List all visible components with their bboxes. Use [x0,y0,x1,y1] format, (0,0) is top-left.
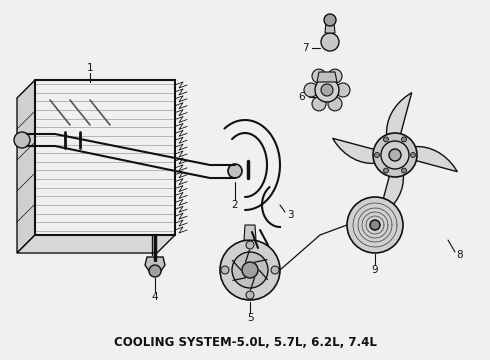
Circle shape [411,153,416,158]
Circle shape [228,164,242,178]
Text: 7: 7 [302,43,308,53]
Circle shape [221,266,229,274]
Circle shape [384,137,389,142]
Polygon shape [317,72,337,82]
Circle shape [381,141,409,169]
Circle shape [324,14,336,26]
Circle shape [328,69,342,83]
Polygon shape [412,147,457,172]
Polygon shape [387,93,412,138]
Circle shape [220,240,280,300]
Polygon shape [378,172,403,217]
Polygon shape [333,138,378,163]
Circle shape [246,291,254,299]
Circle shape [271,266,279,274]
Polygon shape [325,22,335,33]
Text: 5: 5 [246,313,253,323]
Polygon shape [17,80,35,253]
Circle shape [232,252,268,288]
Text: 1: 1 [87,63,93,73]
Circle shape [242,262,258,278]
Circle shape [14,132,30,148]
Polygon shape [35,80,175,235]
Circle shape [149,265,161,277]
Polygon shape [17,235,175,253]
Circle shape [401,168,407,173]
Circle shape [401,137,407,142]
Polygon shape [145,257,165,271]
Circle shape [328,97,342,111]
Text: COOLING SYSTEM-5.0L, 5.7L, 6.2L, 7.4L: COOLING SYSTEM-5.0L, 5.7L, 6.2L, 7.4L [114,336,376,348]
Circle shape [315,78,339,102]
Circle shape [304,83,318,97]
Text: 2: 2 [232,200,238,210]
Polygon shape [244,225,256,240]
Circle shape [321,84,333,96]
Circle shape [312,69,326,83]
Text: 4: 4 [152,292,158,302]
Circle shape [389,149,401,161]
Text: 3: 3 [287,210,294,220]
Circle shape [373,133,417,177]
Circle shape [347,197,403,253]
Circle shape [312,97,326,111]
Text: 8: 8 [457,250,464,260]
Circle shape [370,220,380,230]
Circle shape [384,168,389,173]
Text: 9: 9 [372,265,378,275]
Circle shape [246,241,254,249]
Circle shape [374,153,379,158]
Text: 6: 6 [299,92,305,102]
Circle shape [336,83,350,97]
Circle shape [321,33,339,51]
